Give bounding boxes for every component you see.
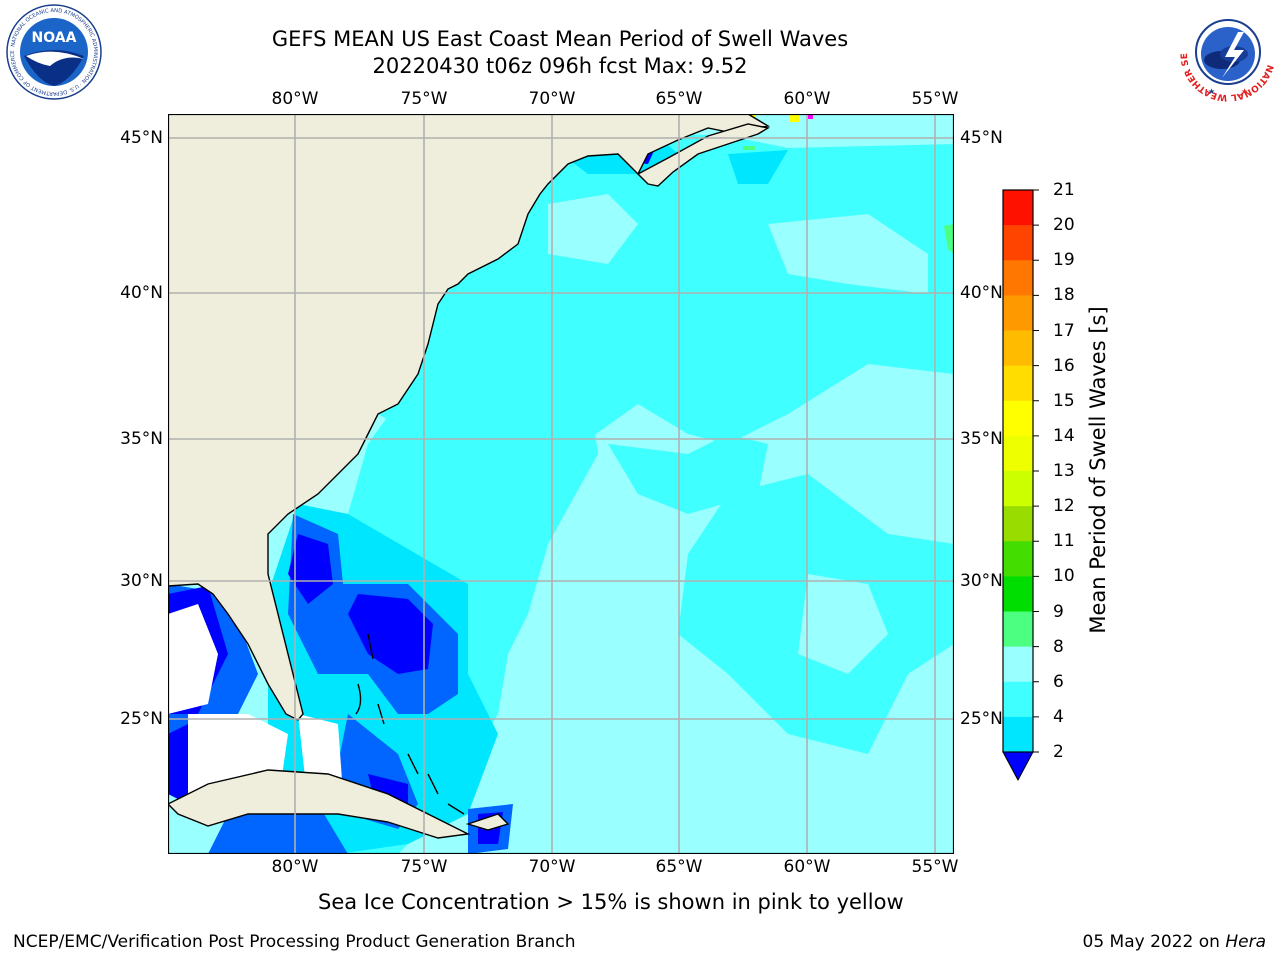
colorbar-tick-label: 13 bbox=[1053, 461, 1075, 481]
lon-label-bottom: 75°W bbox=[400, 857, 448, 877]
colorbar-tick-label: 14 bbox=[1053, 425, 1075, 446]
sea-ice-note: Sea Ice Concentration > 15% is shown in … bbox=[318, 890, 904, 914]
colorbar-bin bbox=[1003, 471, 1033, 507]
footer-credit: NCEP/EMC/Verification Post Processing Pr… bbox=[13, 932, 576, 952]
colorbar-bin bbox=[1003, 400, 1033, 437]
colorbar-bin bbox=[1003, 190, 1033, 226]
lon-label-bottom: 80°W bbox=[271, 857, 319, 877]
lat-label-right: 25°N bbox=[960, 709, 1003, 729]
lon-label-top: 65°W bbox=[655, 89, 703, 109]
colorbar-tick-label: 18 bbox=[1053, 285, 1075, 306]
map bbox=[168, 114, 954, 854]
lat-label-left: 25°N bbox=[120, 709, 163, 729]
lat-label-right: 35°N bbox=[960, 429, 1003, 449]
colorbar-bin bbox=[1003, 681, 1033, 718]
lat-label-right: 30°N bbox=[960, 571, 1003, 591]
footer-date: 05 May 2022 on Hera bbox=[1083, 932, 1267, 952]
colorbar-tick-label: 10 bbox=[1053, 566, 1075, 587]
noaa-logo: NATIONAL OCEANIC AND ATMOSPHERIC ADMINIS… bbox=[6, 4, 102, 100]
colorbar-bin bbox=[1003, 716, 1033, 753]
map-frame bbox=[168, 114, 954, 854]
lon-label-bottom: 60°W bbox=[783, 857, 831, 877]
colorbar-bin bbox=[1003, 646, 1033, 683]
footer-date-text: 05 May 2022 on bbox=[1082, 932, 1220, 952]
lon-label-top: 75°W bbox=[400, 89, 448, 109]
colorbar-tick-label: 17 bbox=[1053, 320, 1075, 341]
land bbox=[168, 114, 771, 839]
lon-label-top: 55°W bbox=[911, 89, 959, 109]
lon-label-top: 80°W bbox=[271, 89, 319, 109]
colorbar-bin bbox=[1003, 365, 1033, 402]
lon-label-bottom: 65°W bbox=[655, 857, 703, 877]
chart-subtitle: 20220430 t06z 096h fcst Max: 9.52 bbox=[372, 54, 748, 78]
svg-text:★: ★ bbox=[1241, 87, 1248, 96]
colorbar bbox=[1002, 189, 1039, 782]
colorbar-tick-label: 2 bbox=[1053, 742, 1064, 762]
colorbar-bin bbox=[1003, 611, 1033, 648]
colorbar-tick-label: 4 bbox=[1053, 706, 1064, 727]
colorbar-tick-label: 8 bbox=[1053, 636, 1064, 657]
svg-text:★: ★ bbox=[1208, 87, 1215, 96]
gridlines bbox=[168, 114, 954, 854]
colorbar-bin bbox=[1003, 225, 1033, 261]
chart-title: GEFS MEAN US East Coast Mean Period of S… bbox=[271, 27, 849, 51]
colorbar-tick-label: 9 bbox=[1053, 601, 1064, 622]
colorbar-tick-label: 11 bbox=[1053, 531, 1075, 552]
colorbar-tick-label: 19 bbox=[1053, 250, 1075, 271]
colorbar-tick-label: 21 bbox=[1053, 180, 1075, 200]
colorbar-under-triangle bbox=[1002, 751, 1034, 782]
colorbar-bin bbox=[1003, 295, 1033, 331]
colorbar-bin bbox=[1003, 435, 1033, 472]
colorbar-tick-label: 12 bbox=[1053, 496, 1075, 517]
lon-label-bottom: 55°W bbox=[911, 857, 959, 877]
lon-label-top: 70°W bbox=[528, 89, 576, 109]
colorbar-tick-label: 20 bbox=[1053, 215, 1075, 236]
noaa-text: NOAA bbox=[32, 30, 77, 46]
nws-logo: NATIONAL WEATHER SERVICE ★ ★ bbox=[1178, 2, 1276, 102]
colorbar-tick-label: 16 bbox=[1053, 355, 1075, 376]
colorbar-bin bbox=[1003, 506, 1033, 542]
colorbar-bin bbox=[1003, 330, 1033, 367]
colorbar-tick-label: 15 bbox=[1053, 390, 1075, 411]
footer-host: Hera bbox=[1225, 932, 1266, 952]
lat-label-left: 45°N bbox=[120, 128, 163, 148]
lat-label-right: 45°N bbox=[960, 128, 1003, 148]
lat-label-left: 40°N bbox=[120, 283, 163, 303]
colorbar-bin bbox=[1003, 576, 1033, 612]
lat-label-left: 30°N bbox=[120, 571, 163, 591]
colorbar-label: Mean Period of Swell Waves [s] bbox=[1086, 306, 1110, 634]
lat-label-left: 35°N bbox=[120, 429, 163, 449]
lon-label-bottom: 70°W bbox=[528, 857, 576, 877]
colorbar-bin bbox=[1003, 260, 1033, 296]
lon-label-top: 60°W bbox=[783, 89, 831, 109]
colorbar-bin bbox=[1003, 541, 1033, 577]
lat-label-right: 40°N bbox=[960, 283, 1003, 303]
colorbar-tick-label: 6 bbox=[1053, 671, 1064, 692]
